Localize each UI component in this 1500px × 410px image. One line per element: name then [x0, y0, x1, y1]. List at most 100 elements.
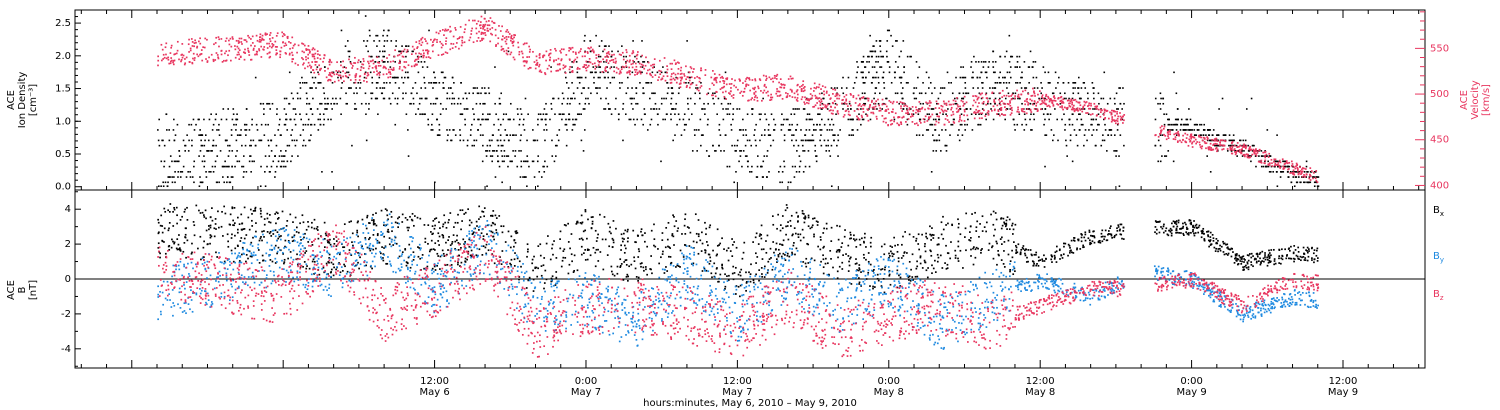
velocity-point — [1111, 118, 1114, 120]
velocity-point — [1296, 170, 1299, 172]
velocity-point — [344, 75, 347, 77]
density-tick-label: 1.5 — [55, 84, 71, 95]
velocity-point — [536, 62, 538, 65]
velocity-point — [577, 51, 580, 54]
density-point — [293, 118, 296, 121]
velocity-point — [327, 67, 329, 70]
bx-point — [957, 257, 959, 260]
velocity-point — [898, 124, 900, 127]
density-tick-label: 2.0 — [55, 51, 71, 62]
density-point — [730, 123, 732, 126]
velocity-point — [560, 59, 563, 62]
density-point — [305, 113, 308, 116]
velocity-point — [280, 46, 283, 49]
velocity-point — [846, 105, 849, 107]
velocity-point — [463, 41, 466, 44]
velocity-point — [832, 109, 834, 112]
velocity-point — [497, 42, 499, 45]
density-point — [270, 139, 272, 142]
density-point — [395, 76, 398, 79]
density-point — [203, 118, 205, 121]
density-point — [900, 76, 903, 79]
density-point — [650, 108, 652, 110]
density-point — [1054, 108, 1056, 110]
density-point — [1304, 181, 1306, 184]
density-point — [819, 129, 822, 131]
density-point — [421, 113, 424, 116]
density-point — [1170, 123, 1173, 126]
velocity-point — [1057, 97, 1059, 100]
velocity-point — [484, 23, 487, 26]
velocity-point — [163, 56, 166, 59]
density-point — [584, 34, 586, 37]
density-point — [1038, 97, 1040, 100]
velocity-point — [1048, 100, 1051, 103]
density-point — [487, 118, 489, 121]
density-point — [1027, 66, 1030, 68]
velocity-point — [297, 64, 299, 66]
density-point — [938, 139, 941, 142]
density-point — [375, 82, 378, 84]
velocity-point — [711, 94, 713, 97]
velocity-point — [1205, 142, 1208, 145]
density-point — [447, 87, 450, 89]
density-point — [272, 160, 275, 163]
velocity-point — [714, 77, 717, 79]
density-point — [486, 185, 488, 188]
density-point — [477, 92, 480, 95]
density-point — [764, 113, 766, 116]
density-point — [823, 139, 826, 142]
velocity-point — [651, 76, 654, 78]
bx-point — [1055, 250, 1058, 253]
velocity-point — [1301, 175, 1304, 178]
density-point — [798, 165, 801, 168]
velocity-point — [266, 52, 269, 55]
velocity-point — [939, 111, 941, 114]
velocity-point — [1010, 106, 1013, 109]
velocity-point — [349, 79, 352, 81]
bx-point — [745, 289, 747, 292]
density-point — [317, 129, 320, 131]
density-point — [399, 50, 401, 53]
velocity-point — [218, 38, 221, 41]
velocity-point — [632, 51, 635, 54]
density-point — [378, 61, 381, 63]
density-point — [1161, 155, 1163, 157]
velocity-point — [568, 68, 571, 71]
velocity-point — [482, 24, 485, 26]
velocity-point — [162, 58, 165, 60]
velocity-point — [811, 97, 813, 100]
velocity-point — [491, 20, 493, 23]
bx-point — [181, 215, 183, 218]
density-point — [397, 76, 399, 79]
density-point — [290, 92, 293, 95]
density-point — [1044, 165, 1046, 168]
velocity-point — [950, 108, 952, 111]
velocity-point — [935, 100, 938, 103]
velocity-point — [171, 59, 173, 62]
velocity-point — [1273, 160, 1275, 163]
bx-point — [811, 224, 814, 227]
velocity-point — [963, 103, 965, 105]
velocity-point — [301, 42, 303, 45]
density-point — [241, 144, 243, 147]
density-point — [493, 150, 496, 152]
density-point — [226, 139, 228, 142]
density-point — [704, 108, 706, 110]
velocity-point — [230, 59, 232, 62]
bx-point — [357, 220, 359, 223]
velocity-point — [1264, 156, 1267, 159]
density-point — [811, 139, 813, 142]
velocity-point — [1120, 118, 1123, 121]
velocity-point — [313, 55, 316, 58]
density-point — [747, 160, 749, 163]
density-point — [497, 139, 499, 142]
velocity-point — [386, 57, 388, 59]
velocity-point — [512, 56, 515, 59]
velocity-axis-label-line: Velocity — [1470, 80, 1481, 119]
density-point — [218, 134, 221, 136]
velocity-point — [658, 76, 660, 79]
velocity-point — [1063, 106, 1066, 109]
density-point — [571, 82, 573, 84]
density-point — [583, 40, 586, 42]
